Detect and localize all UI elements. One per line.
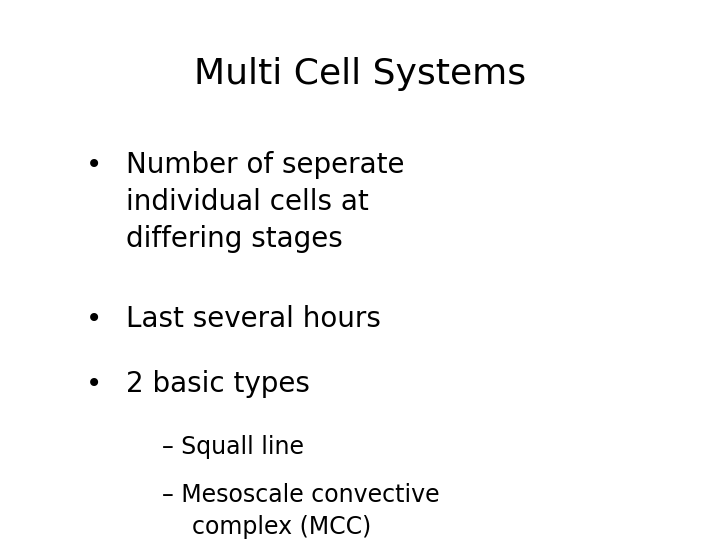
Text: •: • [86, 370, 102, 398]
Text: Number of seperate
individual cells at
differing stages: Number of seperate individual cells at d… [126, 151, 405, 253]
Text: •: • [86, 151, 102, 179]
Text: – Squall line: – Squall line [162, 435, 304, 458]
Text: Multi Cell Systems: Multi Cell Systems [194, 57, 526, 91]
Text: Last several hours: Last several hours [126, 305, 381, 333]
Text: – Mesoscale convective
    complex (MCC): – Mesoscale convective complex (MCC) [162, 483, 440, 539]
Text: 2 basic types: 2 basic types [126, 370, 310, 398]
Text: •: • [86, 305, 102, 333]
